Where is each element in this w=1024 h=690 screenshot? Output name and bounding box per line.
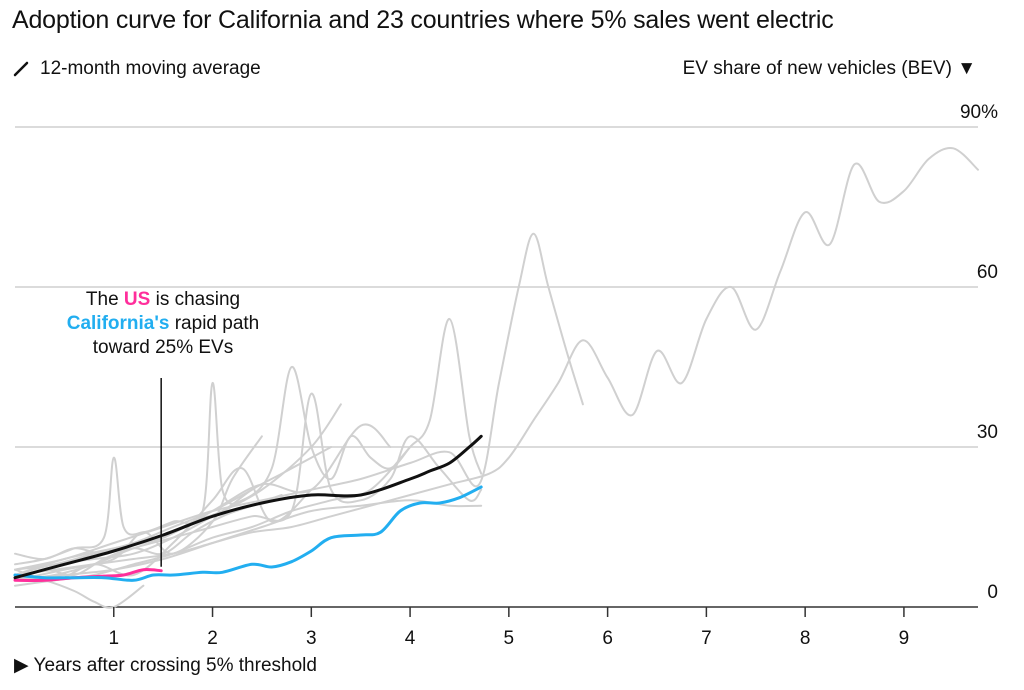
series-line-country	[14, 146, 979, 576]
x-tick-label: 8	[800, 628, 811, 649]
annotation-text: rapid path	[169, 313, 260, 334]
x-tick-label: 7	[701, 628, 712, 649]
series-line-country	[14, 317, 483, 566]
x-tick-label: 3	[306, 628, 317, 649]
annotation-text: toward 25% EVs	[92, 337, 234, 358]
series-line-country	[14, 435, 263, 582]
legend: 12-month moving average	[12, 58, 261, 80]
series-line-california	[13, 485, 483, 582]
series-line-country	[14, 499, 483, 582]
series-line-country	[14, 488, 253, 571]
series-line-country	[14, 403, 342, 576]
annotation-california: California's	[66, 313, 170, 334]
y-tick-label: 60	[977, 262, 998, 283]
x-tick-label: 9	[899, 628, 910, 649]
chart-title: Adoption curve for California and 23 cou…	[12, 6, 834, 34]
legend-label: 12-month moving average	[40, 58, 261, 79]
series-line-us	[13, 568, 163, 583]
annotation-text: The	[85, 289, 124, 310]
y-tick-label: 30	[977, 422, 998, 443]
y-tick-label: 90%	[960, 102, 998, 123]
x-tick-label: 1	[108, 628, 119, 649]
x-tick-label: 4	[405, 628, 416, 649]
x-tick-label: 2	[207, 628, 218, 649]
x-axis-label: ▶ Years after crossing 5% threshold	[14, 655, 317, 676]
y-tick-label: 0	[987, 582, 998, 603]
y-axis-label: EV share of new vehicles (BEV) ▼	[682, 58, 976, 79]
series-line-average	[13, 434, 483, 580]
annotation-text: is chasing	[150, 289, 241, 310]
x-tick-label: 6	[602, 628, 613, 649]
series-line-country	[14, 494, 283, 582]
annotation: The US is chasing California's rapid pat…	[38, 288, 288, 360]
x-tick-label: 5	[504, 628, 515, 649]
series-line-country	[14, 232, 584, 571]
annotation-us: US	[123, 289, 151, 310]
diagonal-line-icon	[13, 61, 29, 77]
